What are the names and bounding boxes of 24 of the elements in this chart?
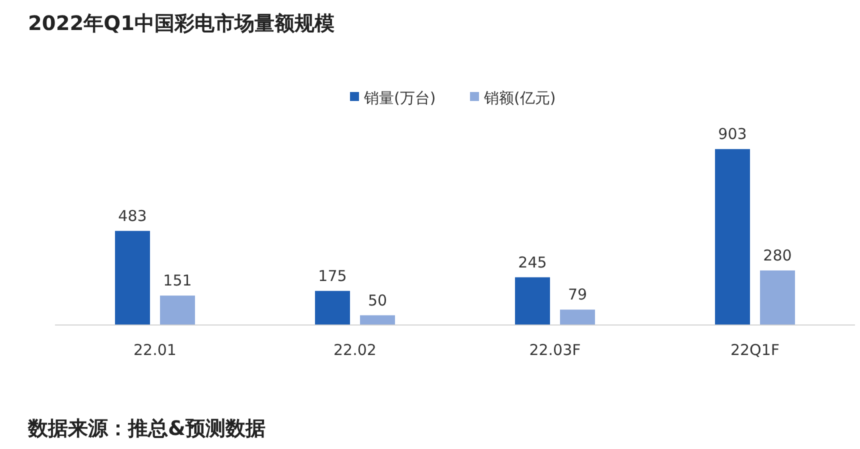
- data-label: 280: [763, 246, 792, 264]
- data-label: 50: [368, 291, 388, 310]
- bar: [515, 277, 550, 325]
- x-tick-label: 22.03F: [529, 341, 581, 359]
- bar: [360, 315, 395, 325]
- legend-label: 销额(亿元): [483, 89, 556, 107]
- data-label: 903: [718, 125, 747, 144]
- bar: [760, 270, 795, 325]
- legend-label: 销量(万台): [363, 89, 436, 107]
- x-tick-label: 22.01: [134, 341, 176, 359]
- data-label: 151: [163, 272, 192, 290]
- bar: [315, 290, 350, 325]
- x-tick-label: 22.02: [334, 341, 376, 359]
- data-label: 79: [568, 286, 588, 304]
- bar: [160, 296, 195, 325]
- data-label: 175: [318, 266, 347, 285]
- bar: [560, 310, 595, 325]
- data-label: 483: [118, 206, 147, 225]
- data-label: 245: [518, 253, 547, 272]
- bar: [715, 149, 750, 325]
- bar: [115, 230, 150, 325]
- chart-title: 2022年Q1中国彩电市场量额规模: [28, 11, 335, 35]
- source-note: 数据来源：推总&预测数据: [27, 416, 266, 440]
- x-tick-label: 22Q1F: [730, 341, 780, 359]
